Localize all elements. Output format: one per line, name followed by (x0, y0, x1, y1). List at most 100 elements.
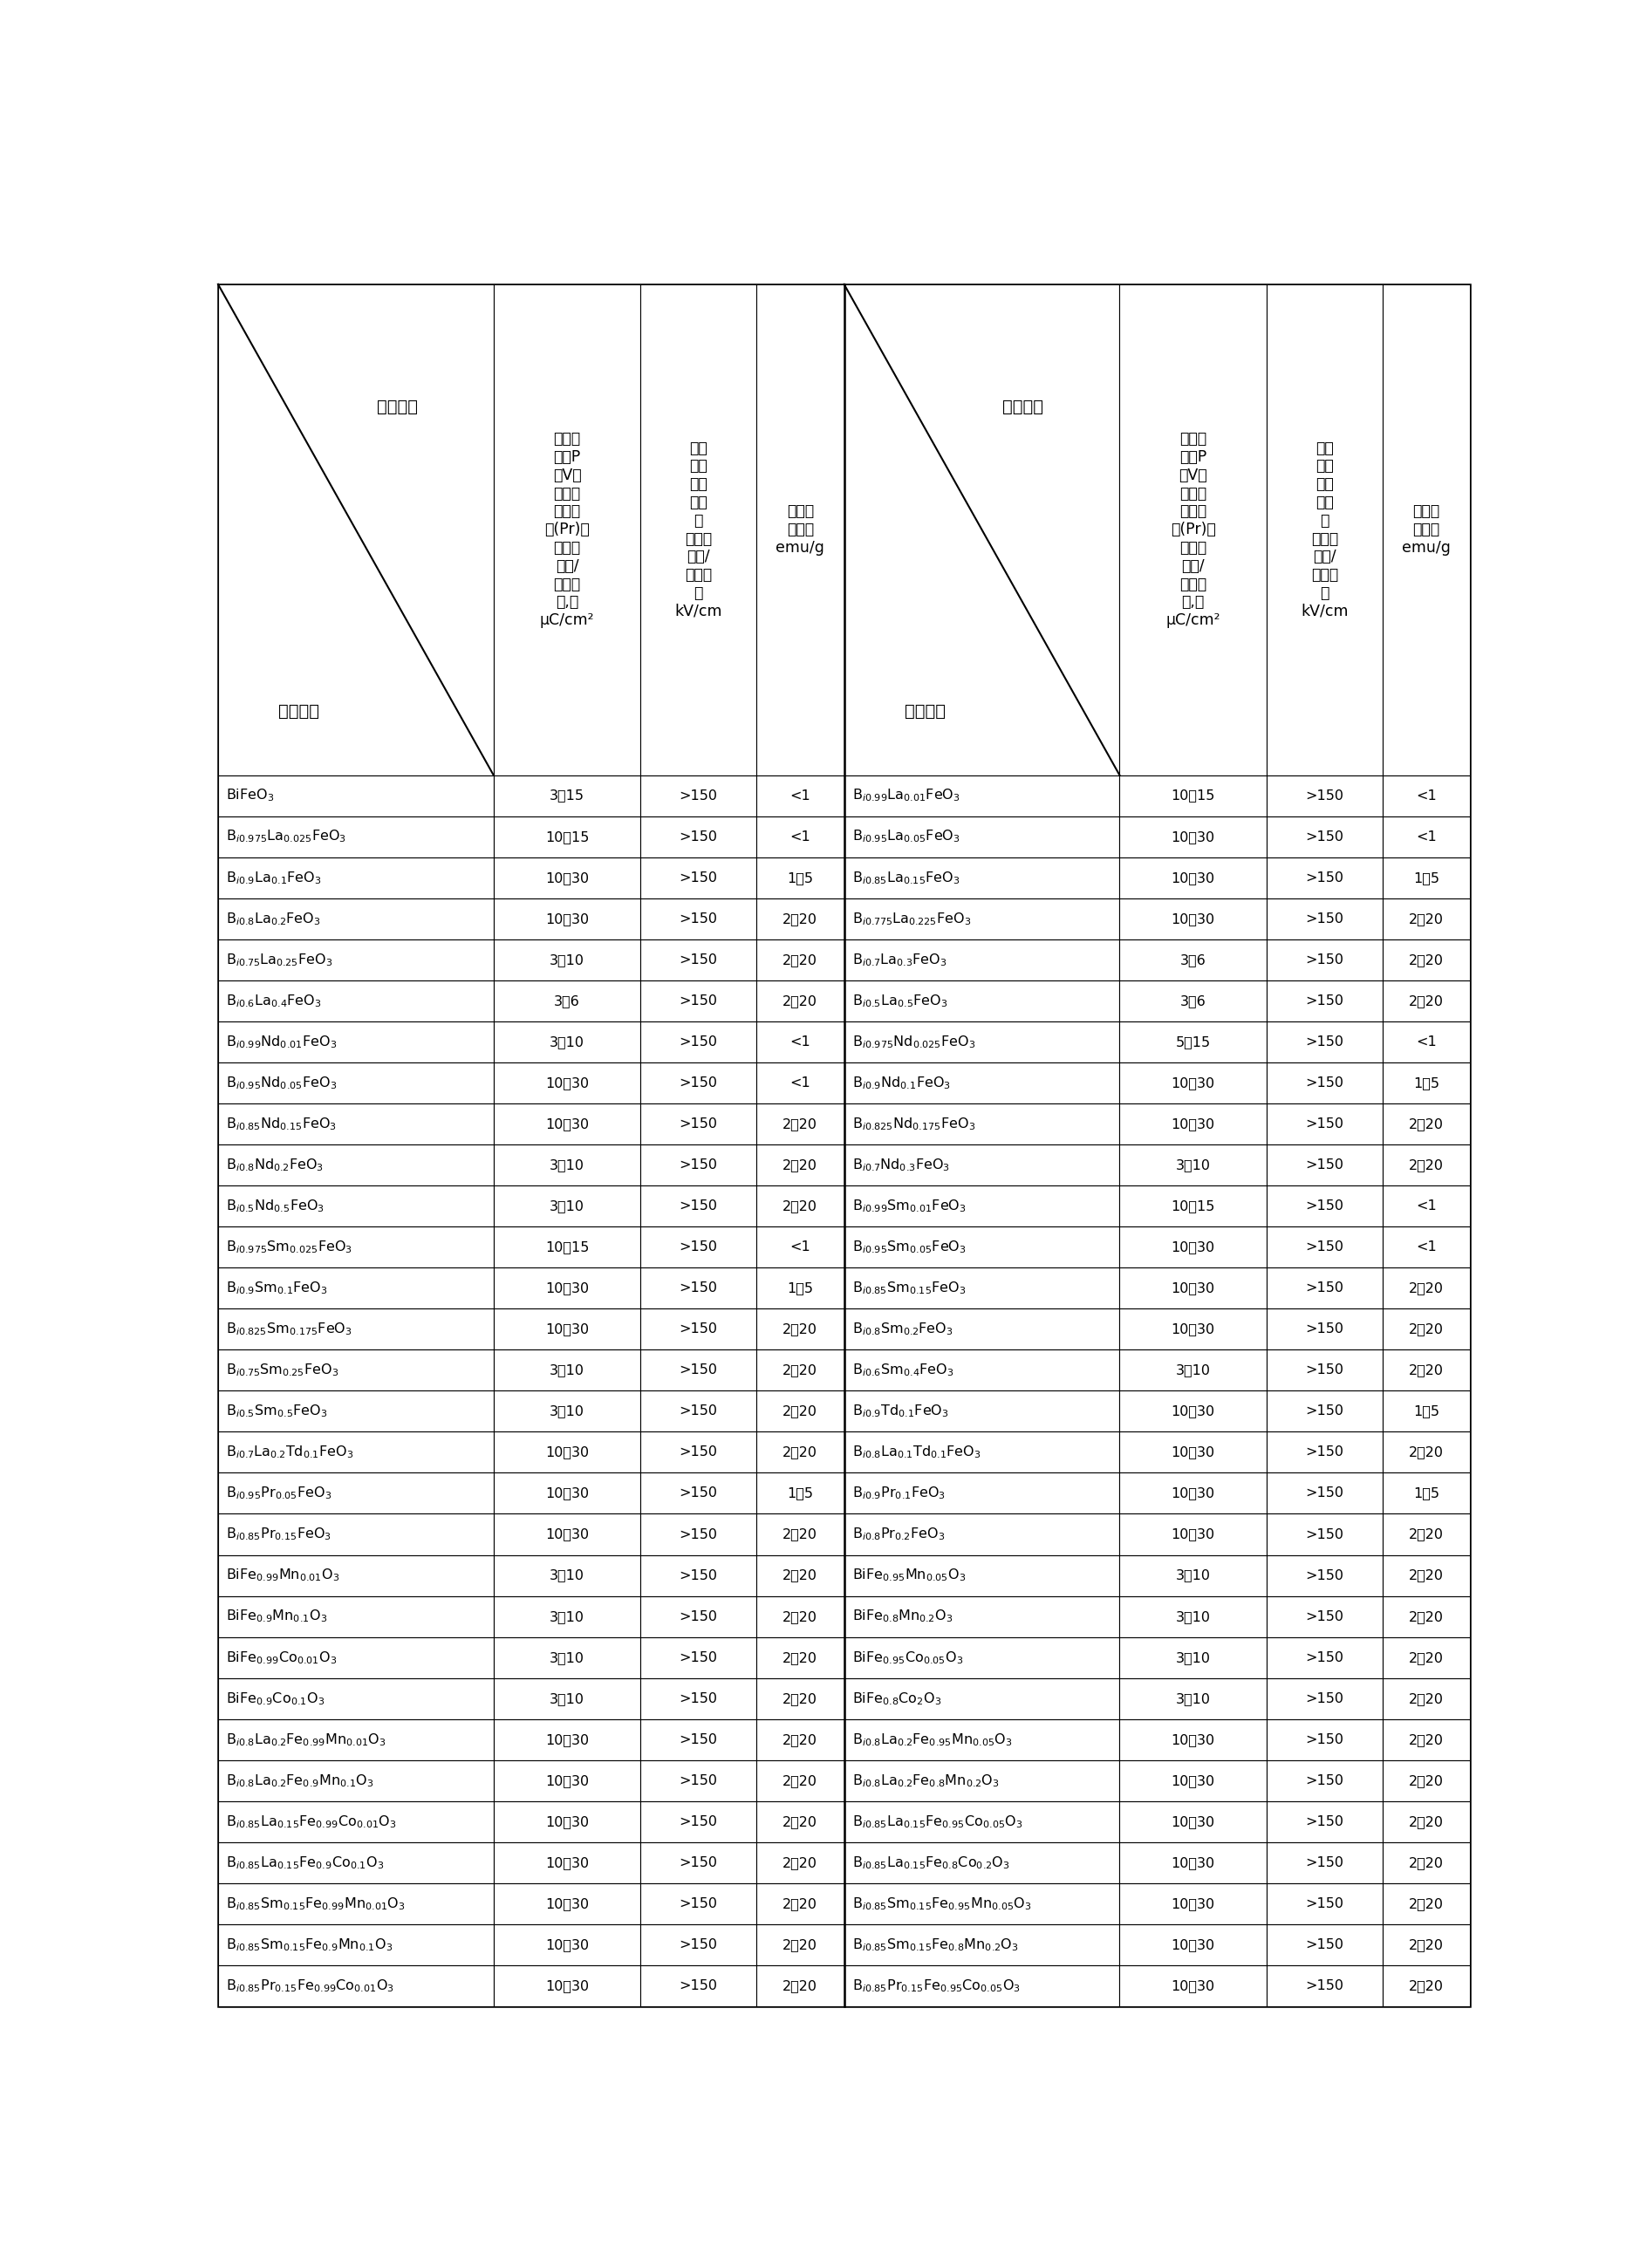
Bar (494, 857, 641, 898)
Text: >150: >150 (1306, 1322, 1344, 1336)
Bar (1267, 1966, 1382, 2007)
Text: 铁电回
线（P
－V回
线）的
剩余极
化(Pr)。
单位：
微库/
平方厘
米,即
μC/cm²: 铁电回 线（P －V回 线）的 剩余极 化(Pr)。 单位： 微库/ 平方厘 米… (540, 431, 595, 628)
Bar (641, 1145, 756, 1186)
Text: B$_{i0.8}$La$_{0.2}$Fe$_{0.8}$Mn$_{0.2}$O$_3$: B$_{i0.8}$La$_{0.2}$Fe$_{0.8}$Mn$_{0.2}$… (851, 1774, 1000, 1789)
Bar (217, 1966, 494, 2007)
Bar (756, 1390, 843, 1431)
Text: B$_{i0.9}$Nd$_{0.1}$FeO$_3$: B$_{i0.9}$Nd$_{0.1}$FeO$_3$ (851, 1075, 950, 1091)
Text: 3至15: 3至15 (550, 789, 585, 803)
Text: BiFe$_{0.8}$Mn$_{0.2}$O$_3$: BiFe$_{0.8}$Mn$_{0.2}$O$_3$ (851, 1608, 952, 1624)
Text: B$_{i0.85}$La$_{0.15}$Fe$_{0.9}$Co$_{0.1}$O$_3$: B$_{i0.85}$La$_{0.15}$Fe$_{0.9}$Co$_{0.1… (226, 1855, 384, 1871)
Bar (494, 1390, 641, 1431)
Bar (1382, 1186, 1471, 1227)
Text: >150: >150 (1306, 1651, 1344, 1665)
Text: B$_{i0.5}$Sm$_{0.5}$FeO$_3$: B$_{i0.5}$Sm$_{0.5}$FeO$_3$ (226, 1404, 328, 1420)
Text: BiFe$_{0.9}$Co$_{0.1}$O$_3$: BiFe$_{0.9}$Co$_{0.1}$O$_3$ (226, 1690, 324, 1708)
Bar (217, 898, 494, 939)
Bar (1382, 1513, 1471, 1556)
Bar (641, 1637, 756, 1678)
Text: 10至30: 10至30 (545, 1980, 590, 1994)
Text: >150: >150 (1306, 1980, 1344, 1994)
Bar (217, 1227, 494, 1268)
Text: 10至30: 10至30 (545, 1488, 590, 1499)
Text: 3至10: 3至10 (1176, 1159, 1211, 1173)
Bar (1120, 284, 1267, 776)
Bar (845, 1472, 1120, 1513)
Text: 3至10: 3至10 (550, 953, 585, 966)
Bar (756, 857, 843, 898)
Text: 2至20: 2至20 (1408, 1445, 1444, 1458)
Text: >150: >150 (679, 993, 718, 1007)
Text: B$_{i0.85}$Sm$_{0.15}$FeO$_3$: B$_{i0.85}$Sm$_{0.15}$FeO$_3$ (851, 1279, 967, 1297)
Text: 2至20: 2至20 (1408, 1529, 1444, 1540)
Bar (756, 1597, 843, 1637)
Bar (1267, 1513, 1382, 1556)
Text: 3至10: 3至10 (550, 1651, 585, 1665)
Text: >150: >150 (679, 1034, 718, 1048)
Text: B$_{i0.8}$Sm$_{0.2}$FeO$_3$: B$_{i0.8}$Sm$_{0.2}$FeO$_3$ (851, 1320, 954, 1338)
Bar (845, 776, 1120, 816)
Text: >150: >150 (679, 1774, 718, 1787)
Text: 1至5: 1至5 (1413, 1488, 1439, 1499)
Bar (845, 1061, 1120, 1105)
Text: >150: >150 (679, 1281, 718, 1295)
Bar (845, 1186, 1120, 1227)
Text: 2至20: 2至20 (1408, 1774, 1444, 1787)
Text: >150: >150 (1306, 1692, 1344, 1706)
Text: >150: >150 (1306, 1363, 1344, 1377)
Bar (756, 1513, 843, 1556)
Text: 10至30: 10至30 (545, 1939, 590, 1950)
Text: 10至15: 10至15 (545, 830, 590, 844)
Text: 10至30: 10至30 (545, 1774, 590, 1787)
Text: B$_{i0.95}$Nd$_{0.05}$FeO$_3$: B$_{i0.95}$Nd$_{0.05}$FeO$_3$ (226, 1075, 338, 1091)
Text: B$_{i0.9}$Pr$_{0.1}$FeO$_3$: B$_{i0.9}$Pr$_{0.1}$FeO$_3$ (851, 1486, 945, 1501)
Bar (756, 1145, 843, 1186)
Bar (756, 1842, 843, 1882)
Bar (1267, 284, 1382, 776)
Text: 2至20: 2至20 (782, 1569, 817, 1583)
Text: 2至20: 2至20 (1408, 1939, 1444, 1950)
Text: B$_{i0.99}$Sm$_{0.01}$FeO$_3$: B$_{i0.99}$Sm$_{0.01}$FeO$_3$ (851, 1198, 967, 1213)
Bar (845, 1431, 1120, 1472)
Text: 10至30: 10至30 (545, 1898, 590, 1910)
Text: 10至30: 10至30 (545, 1322, 590, 1336)
Bar (1120, 1227, 1267, 1268)
Text: >150: >150 (1306, 993, 1344, 1007)
Bar (494, 776, 641, 816)
Text: 1至5: 1至5 (787, 1488, 814, 1499)
Text: B$_{i0.85}$Sm$_{0.15}$Fe$_{0.8}$Mn$_{0.2}$O$_3$: B$_{i0.85}$Sm$_{0.15}$Fe$_{0.8}$Mn$_{0.2… (851, 1937, 1018, 1953)
Text: 3至10: 3至10 (550, 1159, 585, 1173)
Text: 10至30: 10至30 (1171, 1939, 1215, 1950)
Bar (1382, 1923, 1471, 1966)
Bar (845, 1309, 1120, 1349)
Text: 10至30: 10至30 (545, 1118, 590, 1129)
Bar (756, 1966, 843, 2007)
Bar (494, 1268, 641, 1309)
Text: 10至30: 10至30 (1171, 1241, 1215, 1254)
Text: 10至30: 10至30 (545, 1445, 590, 1458)
Bar (494, 1966, 641, 2007)
Text: 2至20: 2至20 (782, 1733, 817, 1746)
Bar (756, 980, 843, 1021)
Bar (217, 1349, 494, 1390)
Bar (1267, 1597, 1382, 1637)
Bar (1382, 1227, 1471, 1268)
Text: 3至10: 3至10 (550, 1569, 585, 1583)
Text: 磁性，
单位：
emu/g: 磁性， 单位： emu/g (1402, 503, 1451, 556)
Bar (1120, 980, 1267, 1021)
Text: >150: >150 (1306, 1610, 1344, 1624)
Bar (641, 1678, 756, 1719)
Bar (1120, 1309, 1267, 1349)
Text: B$_{i0.85}$Sm$_{0.15}$Fe$_{0.95}$Mn$_{0.05}$O$_3$: B$_{i0.85}$Sm$_{0.15}$Fe$_{0.95}$Mn$_{0.… (851, 1896, 1031, 1912)
Bar (494, 1923, 641, 1966)
Text: >150: >150 (1306, 1855, 1344, 1869)
Bar (217, 1597, 494, 1637)
Bar (494, 1021, 641, 1061)
Text: 2至20: 2至20 (1408, 1363, 1444, 1377)
Text: 10至30: 10至30 (1171, 1118, 1215, 1129)
Text: 2至20: 2至20 (782, 1404, 817, 1418)
Text: B$_{i0.9}$Sm$_{0.1}$FeO$_3$: B$_{i0.9}$Sm$_{0.1}$FeO$_3$ (226, 1279, 328, 1297)
Text: <1: <1 (791, 1077, 810, 1089)
Bar (1120, 1556, 1267, 1597)
Bar (756, 1760, 843, 1801)
